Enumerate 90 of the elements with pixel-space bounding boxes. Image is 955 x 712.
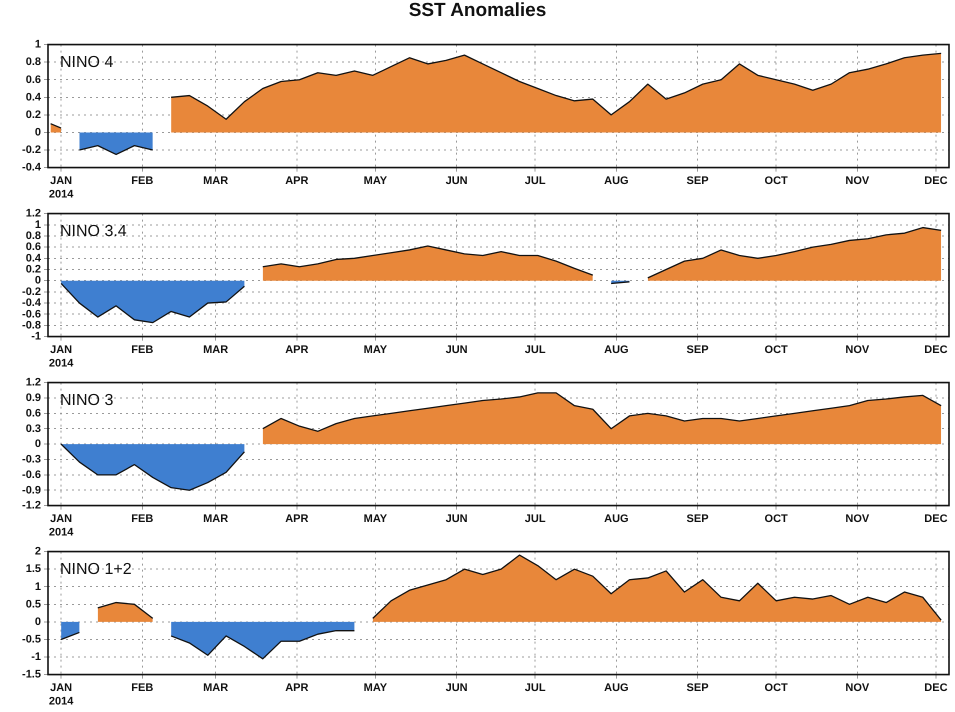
x-tick-label: MAY — [364, 175, 388, 188]
y-tick-label: -0.6 — [22, 468, 41, 481]
x-tick-label: DEC — [924, 513, 948, 526]
x-tick-label: OCT — [764, 175, 788, 188]
x-tick-label: APR — [285, 175, 308, 188]
x-tick-label: AUG — [604, 344, 629, 356]
y-tick-label: 0 — [34, 438, 41, 450]
x-tick-label: JAN 2014 — [48, 513, 74, 538]
x-tick-label: AUG — [604, 682, 629, 694]
y-tick-label: 1 — [34, 218, 41, 231]
y-tick-label: -1.2 — [22, 500, 41, 512]
chart-title: SST Anomalies — [408, 0, 548, 23]
y-tick-label: -0.4 — [22, 162, 42, 174]
x-tick-label: JAN 2014 — [48, 175, 74, 200]
x-tick-label: MAR — [203, 344, 228, 356]
x-tick-label: MAY — [364, 344, 388, 356]
x-tick-label: SEP — [686, 682, 709, 694]
y-tick-label: 1.5 — [26, 563, 41, 576]
y-tick-label: 1 — [34, 580, 41, 593]
x-tick-label: MAR — [203, 682, 228, 694]
y-tick-label: -0.9 — [22, 484, 41, 496]
x-tick-label: SEP — [686, 175, 709, 188]
y-tick-label: 0.4 — [26, 252, 42, 264]
x-tick-label: MAY — [364, 682, 388, 694]
y-tick-label: 0.9 — [26, 392, 41, 404]
y-tick-label: -0.2 — [22, 144, 41, 156]
x-tick-label: OCT — [764, 682, 788, 694]
x-tick-label: OCT — [764, 344, 788, 356]
x-tick-label: SEP — [686, 344, 709, 356]
y-tick-label: 0.8 — [26, 230, 41, 242]
x-tick-label: OCT — [764, 513, 788, 526]
x-tick-label: NOV — [845, 513, 870, 526]
y-tick-label: -1 — [31, 330, 41, 343]
annotation: NINO 1+2 — [60, 561, 132, 578]
y-tick-label: -0.6 — [22, 308, 41, 320]
x-tick-label: JUL — [524, 175, 546, 188]
x-tick-label: DEC — [924, 344, 948, 356]
x-tick-label: JUL — [524, 682, 546, 694]
x-tick-label: DEC — [924, 682, 948, 694]
x-tick-label: JAN 2014 — [48, 344, 74, 370]
y-tick-label: 0.6 — [26, 407, 41, 420]
x-tick-label: NOV — [845, 682, 870, 694]
y-tick-label: 2 — [34, 546, 41, 558]
y-tick-label: 1.2 — [26, 208, 41, 220]
y-tick-label: 0.8 — [26, 56, 41, 68]
x-tick-label: MAR — [203, 513, 228, 526]
y-tick-label: -0.4 — [22, 297, 42, 310]
annotation: NINO 4 — [60, 54, 114, 72]
y-tick-label: 0 — [34, 274, 41, 287]
y-tick-label: 0 — [34, 616, 41, 628]
y-tick-label: 0.2 — [26, 108, 41, 121]
x-tick-label: JUN — [446, 344, 468, 356]
x-tick-label: JUL — [524, 344, 546, 356]
x-tick-label: SEP — [686, 513, 709, 526]
x-tick-label: DEC — [924, 175, 948, 188]
x-tick-label: JUN — [446, 513, 468, 526]
y-tick-label: -0.5 — [22, 633, 41, 646]
y-tick-label: 1 — [34, 38, 41, 51]
x-tick-label: FEB — [131, 513, 154, 526]
x-tick-label: JUN — [446, 682, 468, 694]
annotation: NINO 3.4 — [60, 223, 127, 240]
x-tick-label: AUG — [604, 175, 629, 188]
x-tick-label: NOV — [845, 344, 870, 356]
y-tick-label: 0.4 — [26, 91, 42, 104]
y-tick-label: 0.2 — [26, 264, 41, 276]
x-tick-label: MAR — [203, 175, 228, 188]
y-tick-label: 0.5 — [26, 598, 41, 610]
y-tick-label: -0.2 — [22, 286, 41, 298]
x-tick-label: NOV — [845, 175, 870, 188]
y-tick-label: -0.8 — [22, 319, 41, 332]
x-tick-label: FEB — [131, 344, 154, 356]
x-tick-label: FEB — [131, 682, 154, 694]
x-tick-label: APR — [285, 682, 308, 694]
x-tick-label: AUG — [604, 513, 629, 526]
x-tick-label: APR — [285, 344, 308, 356]
x-tick-label: MAY — [364, 513, 388, 526]
x-tick-label: JUL — [524, 513, 546, 526]
annotation: NINO 3 — [60, 392, 114, 410]
y-tick-label: 0.6 — [26, 74, 41, 86]
y-tick-label: 0.3 — [26, 422, 41, 435]
y-tick-label: -0.3 — [22, 454, 41, 466]
y-tick-label: -1 — [31, 651, 41, 664]
y-tick-label: 0.6 — [26, 241, 41, 254]
x-tick-label: JAN 2014 — [48, 682, 74, 708]
x-tick-label: JUN — [446, 175, 468, 188]
x-tick-label: APR — [285, 513, 308, 526]
y-tick-label: 0 — [34, 126, 41, 138]
x-tick-label: FEB — [131, 175, 154, 188]
y-tick-label: 1.2 — [26, 376, 41, 389]
y-tick-label: -1.5 — [22, 668, 41, 681]
